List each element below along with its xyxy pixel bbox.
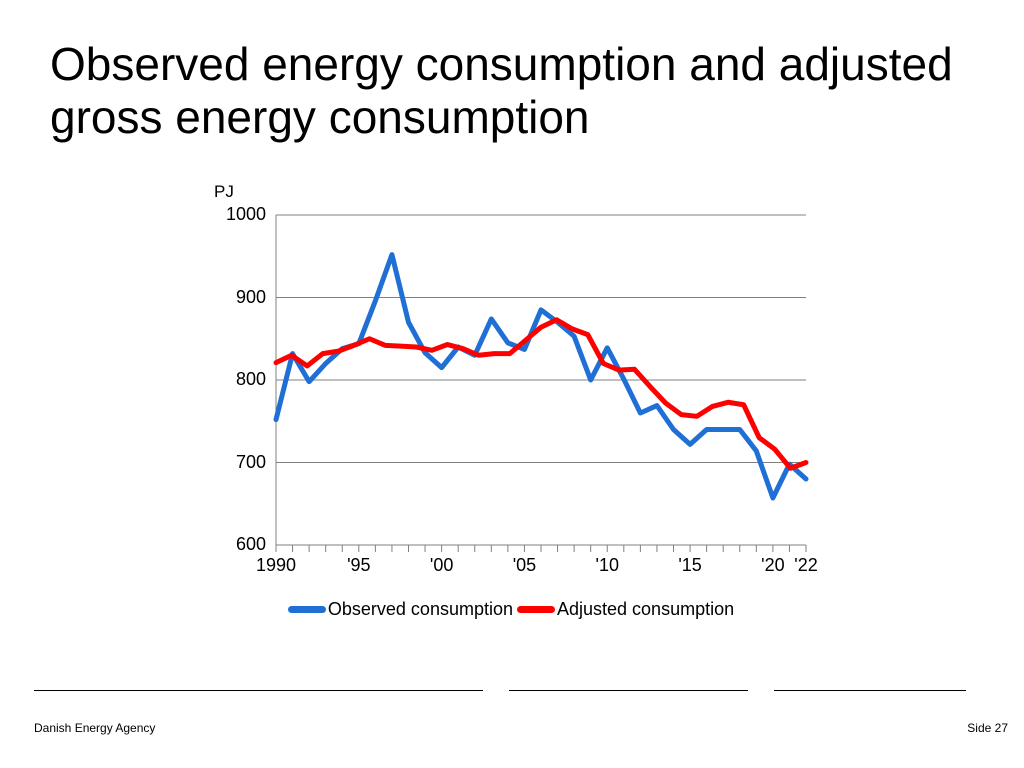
- y-tick: 700: [196, 452, 266, 473]
- chart-svg: [196, 180, 826, 580]
- x-tick: '00: [417, 555, 467, 576]
- footer-rule-3: [774, 690, 965, 691]
- energy-chart: PJ 6007008009001000 1990'95'00'05'10'15'…: [196, 180, 826, 620]
- slide-title: Observed energy consumption and adjusted…: [50, 38, 980, 144]
- footer-source: Danish Energy Agency: [34, 721, 155, 735]
- x-tick: '05: [499, 555, 549, 576]
- y-tick: 600: [196, 534, 266, 555]
- legend-item-observed: Observed consumption: [288, 599, 513, 620]
- x-tick: '22: [781, 555, 831, 576]
- legend-item-adjusted: Adjusted consumption: [517, 599, 734, 620]
- legend-label-adjusted: Adjusted consumption: [557, 599, 734, 620]
- x-tick: '95: [334, 555, 384, 576]
- footer-rule-1: [34, 690, 483, 691]
- y-tick: 800: [196, 369, 266, 390]
- y-tick: 1000: [196, 204, 266, 225]
- footer-rules: [34, 690, 990, 691]
- legend-swatch-adjusted: [517, 606, 555, 613]
- y-tick: 900: [196, 287, 266, 308]
- x-tick: 1990: [251, 555, 301, 576]
- chart-legend: Observed consumption Adjusted consumptio…: [196, 599, 826, 620]
- slide: Observed energy consumption and adjusted…: [0, 0, 1024, 768]
- x-tick: '10: [582, 555, 632, 576]
- footer-page-number: Side 27: [967, 721, 1008, 735]
- x-tick: '15: [665, 555, 715, 576]
- footer-rule-2: [509, 690, 748, 691]
- legend-label-observed: Observed consumption: [328, 599, 513, 620]
- legend-swatch-observed: [288, 606, 326, 613]
